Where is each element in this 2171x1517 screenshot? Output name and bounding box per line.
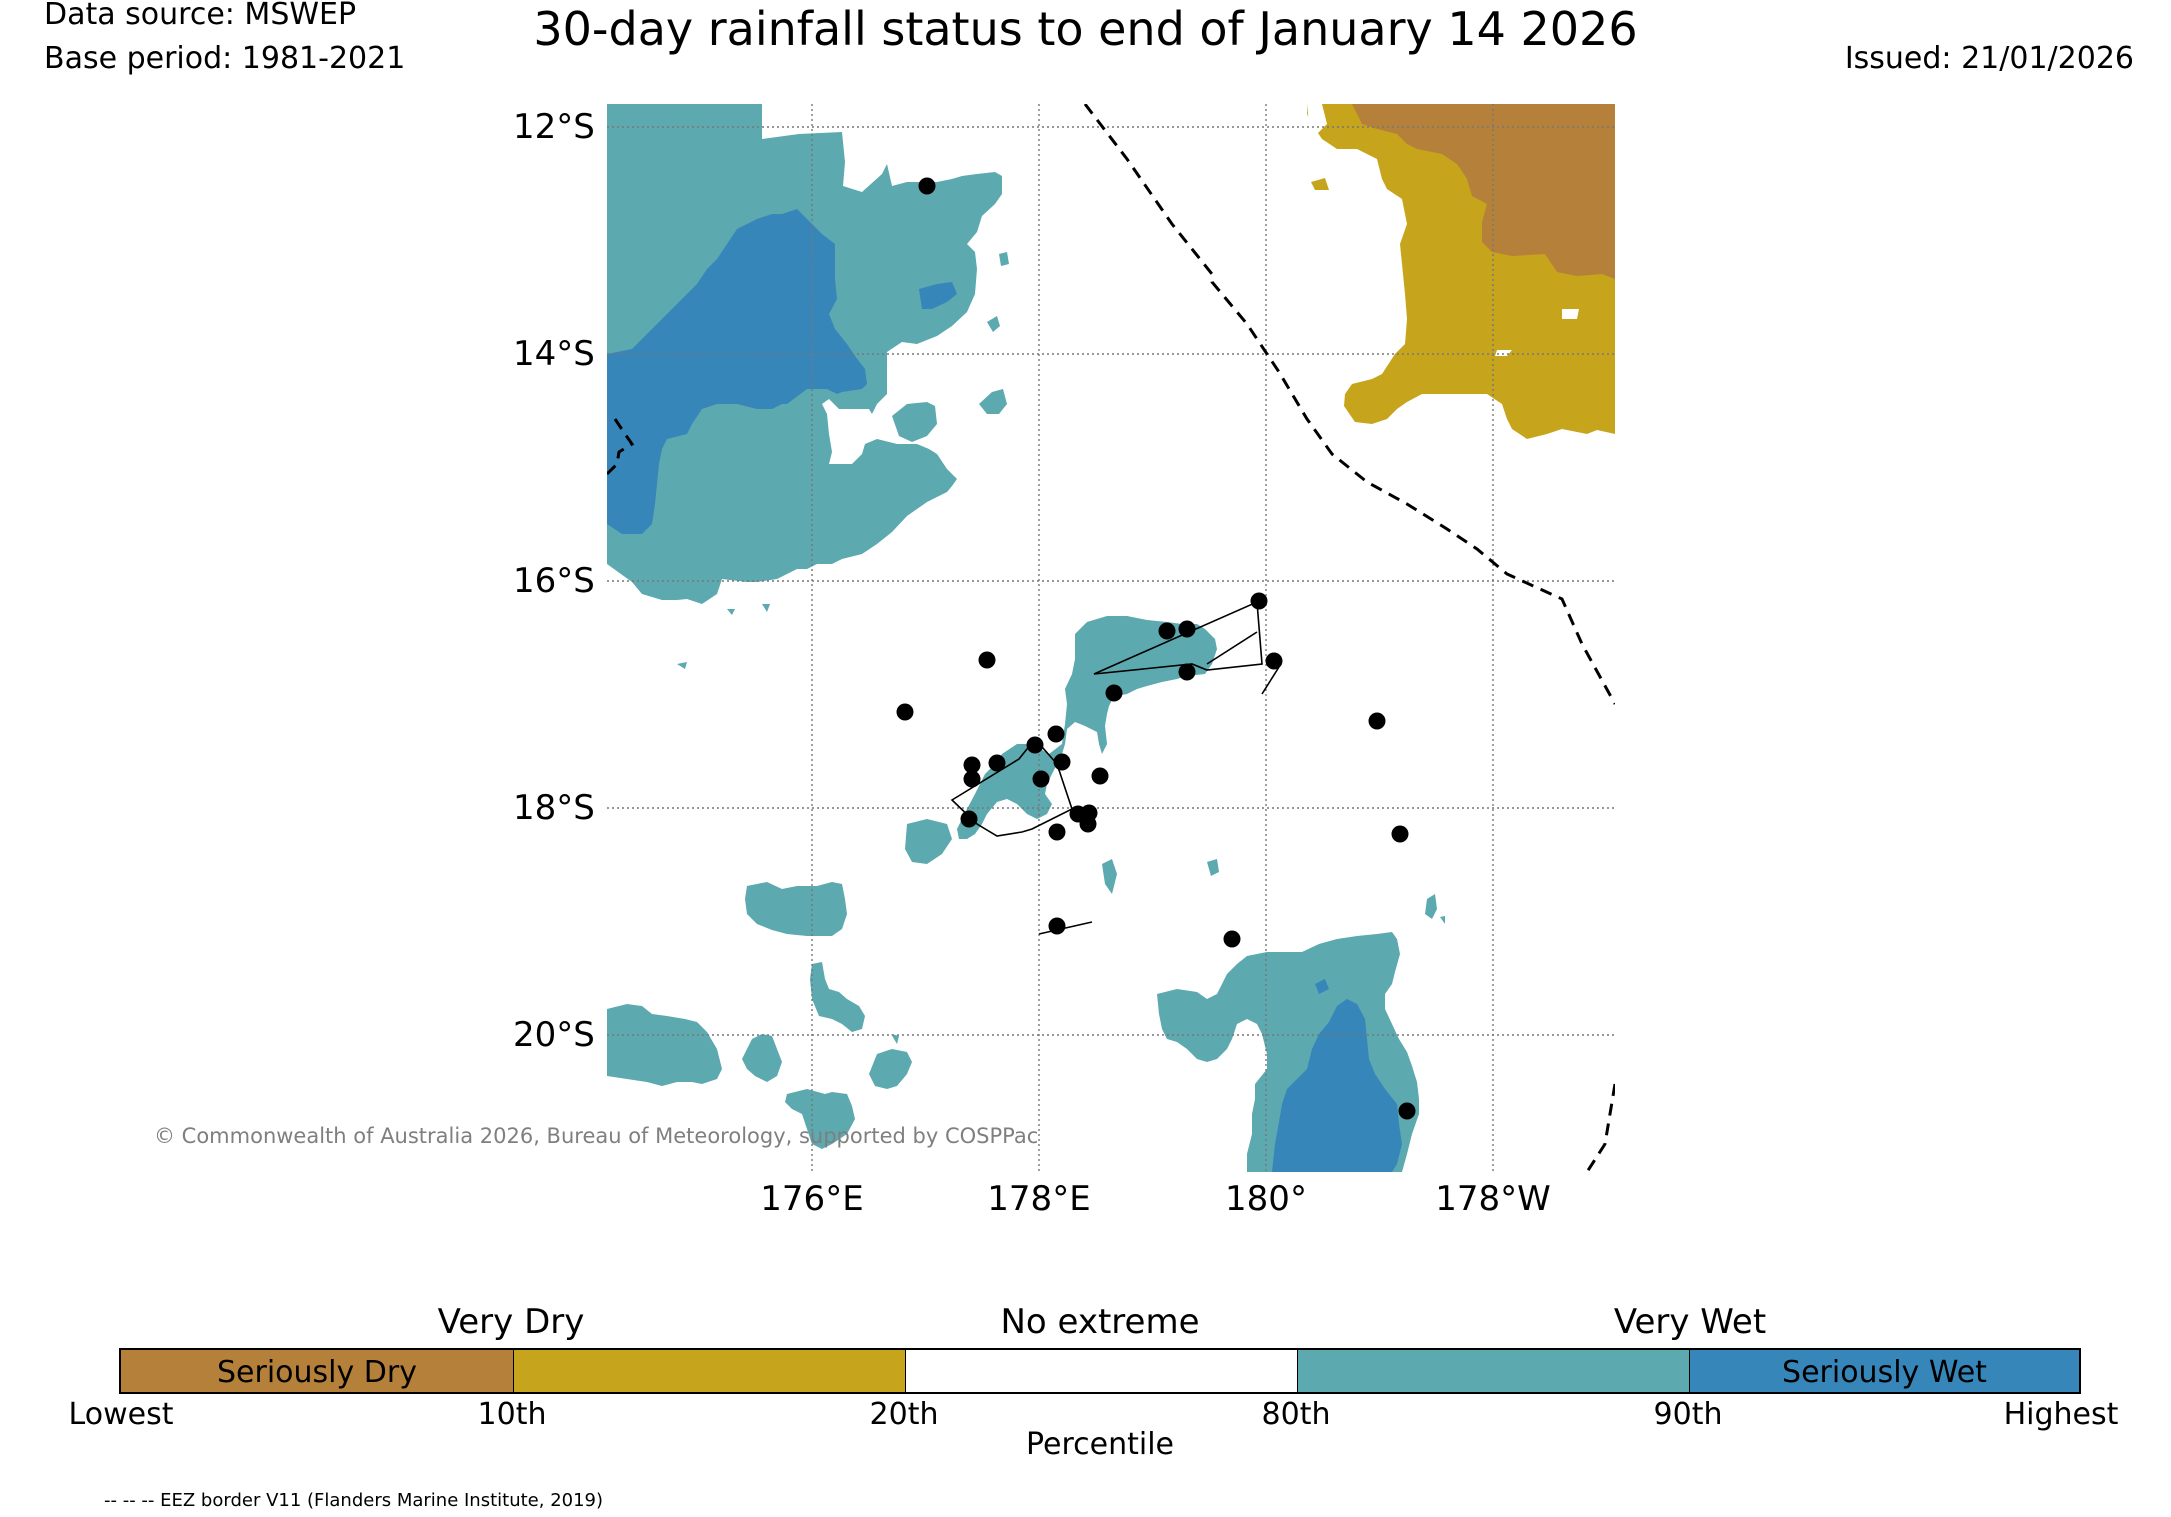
very-wet-patch xyxy=(979,389,1007,414)
very-wet-patch xyxy=(677,662,687,669)
very-wet-patch xyxy=(762,604,770,612)
station-dot xyxy=(1091,767,1109,785)
eez-border-note: -- -- -- EEZ border V11 (Flanders Marine… xyxy=(104,1490,604,1511)
lat-tick-label: 12°S xyxy=(513,107,595,147)
coastline-vanua-levu xyxy=(1093,600,1263,675)
station-dot xyxy=(1032,770,1050,788)
legend-segment-label: Seriously Wet xyxy=(1782,1355,1987,1390)
seriously-wet-patch xyxy=(919,282,957,309)
very-wet-patch xyxy=(1440,916,1445,924)
station-dot xyxy=(1048,823,1066,841)
very-wet-patch xyxy=(891,1034,899,1044)
very-wet-patch xyxy=(999,252,1009,266)
coastline-kadavu xyxy=(1038,921,1093,935)
station-dot xyxy=(1053,753,1071,771)
station-dot xyxy=(1398,1102,1416,1120)
legend-segment-label: Seriously Dry xyxy=(217,1355,417,1390)
seriously-dry-region-northeast xyxy=(1352,104,1615,279)
coastline-viti-levu xyxy=(950,737,1073,837)
station-dot xyxy=(1391,825,1409,843)
seriously-wet-patch xyxy=(1315,979,1329,994)
station-dot xyxy=(1178,663,1196,681)
very-wet-patch xyxy=(727,609,735,615)
legend-tick-label: 90th xyxy=(1653,1397,1723,1432)
station-dot xyxy=(1223,930,1241,948)
lat-tick-label: 18°S xyxy=(513,788,595,828)
page-title: 30-day rainfall status to end of January… xyxy=(533,2,1638,56)
lon-tick-label: 180° xyxy=(1225,1179,1307,1219)
very-wet-patch xyxy=(1207,859,1219,876)
legend-colorbar: Seriously Dry Seriously Wet xyxy=(119,1348,2081,1394)
legend-segment-seriously-dry: Seriously Dry xyxy=(121,1350,514,1392)
station-dot xyxy=(1026,736,1044,754)
lon-tick-label: 176°E xyxy=(760,1179,864,1219)
graticule xyxy=(607,104,1615,1172)
legend-segment-no-extreme xyxy=(906,1350,1298,1392)
seriously-wet-region-northwest xyxy=(607,209,867,534)
issued-date: Issued: 21/01/2026 xyxy=(1844,41,2134,76)
legend-tick-label: 10th xyxy=(477,1397,547,1432)
legend-segment-very-dry xyxy=(514,1350,906,1392)
station-dot xyxy=(918,177,936,195)
station-dot xyxy=(1178,620,1196,638)
legend-group-very-dry: Very Dry xyxy=(437,1302,585,1342)
station-dot xyxy=(978,651,996,669)
legend-tick-label: Highest xyxy=(2003,1397,2119,1432)
station-markers xyxy=(896,177,1416,1120)
station-dot xyxy=(960,810,978,828)
station-dot xyxy=(1105,684,1123,702)
legend-group-no-extreme: No extreme xyxy=(1000,1302,1200,1342)
legend-tick-label: 80th xyxy=(1261,1397,1331,1432)
legend-segment-very-wet xyxy=(1298,1350,1690,1392)
station-dot xyxy=(1158,622,1176,640)
map-canvas xyxy=(607,104,1615,1172)
lat-tick-label: 14°S xyxy=(513,334,595,374)
very-wet-patch xyxy=(905,819,952,864)
no-extreme-patch xyxy=(1562,309,1579,319)
station-dot xyxy=(1048,917,1066,935)
station-dot xyxy=(988,754,1006,772)
very-wet-patch xyxy=(892,402,937,442)
very-wet-patch xyxy=(987,316,1000,332)
very-wet-patch xyxy=(1102,859,1117,894)
lat-tick-label: 20°S xyxy=(513,1015,595,1055)
legend-axis-label: Percentile xyxy=(1025,1427,1174,1462)
eez-border xyxy=(607,104,1615,1172)
station-dot xyxy=(1079,815,1097,833)
station-dot xyxy=(1368,712,1386,730)
station-dot xyxy=(896,703,914,721)
very-wet-patch xyxy=(869,1049,912,1089)
legend-tick-label: Lowest xyxy=(68,1397,174,1432)
legend-tick-label: 20th xyxy=(869,1397,939,1432)
very-wet-patch xyxy=(742,1034,782,1082)
very-wet-region-southwest xyxy=(745,882,847,936)
station-dot xyxy=(1265,652,1283,670)
station-dot xyxy=(963,770,981,788)
very-dry-patch xyxy=(1311,178,1329,190)
coastline xyxy=(950,600,1280,935)
station-dot xyxy=(963,756,981,774)
data-source-label: Data source: MSWEP xyxy=(44,0,357,32)
lon-tick-label: 178°W xyxy=(1435,1179,1551,1219)
very-wet-region-fiji-north xyxy=(957,616,1217,839)
lon-tick-label: 178°E xyxy=(987,1179,1091,1219)
station-dot xyxy=(1047,725,1065,743)
very-wet-patch xyxy=(785,1089,855,1149)
very-wet-patch xyxy=(810,962,865,1032)
station-dot xyxy=(1250,592,1268,610)
lat-tick-label: 16°S xyxy=(513,561,595,601)
very-wet-region-southwest-2 xyxy=(607,1004,722,1086)
legend-segment-seriously-wet: Seriously Wet xyxy=(1690,1350,2079,1392)
copyright-notice: © Commonwealth of Australia 2026, Bureau… xyxy=(154,1124,1039,1148)
seriously-wet-region-southeast xyxy=(1272,999,1402,1172)
base-period-label: Base period: 1981-2021 xyxy=(44,41,406,76)
legend-group-very-wet: Very Wet xyxy=(1613,1302,1767,1342)
rainfall-map xyxy=(607,104,1615,1172)
very-wet-patch xyxy=(1425,894,1437,919)
